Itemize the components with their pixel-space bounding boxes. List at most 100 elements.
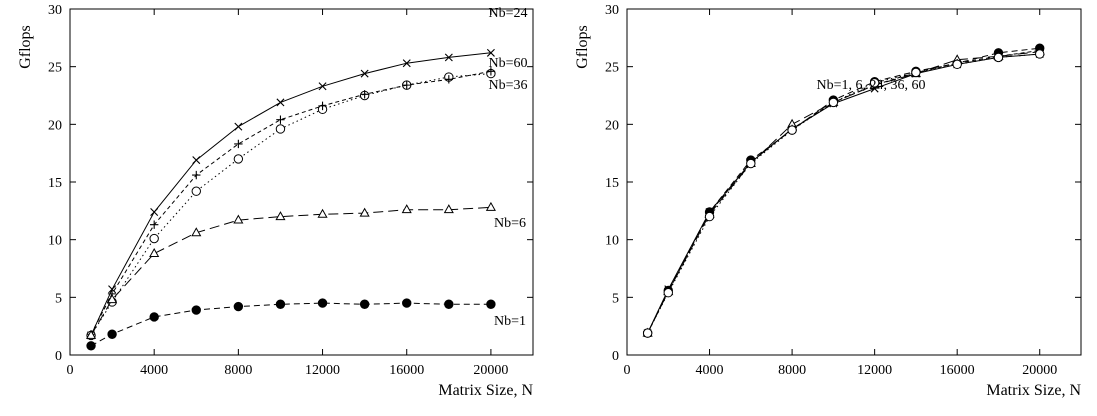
y-tick-label: 20	[48, 118, 62, 133]
data-point	[275, 299, 286, 309]
series-line	[647, 51, 1040, 334]
data-point	[233, 301, 244, 312]
plot-frame	[69, 8, 534, 356]
x-tick-label: 0	[624, 363, 631, 378]
series-label: Nb=1	[494, 314, 526, 329]
data-point	[642, 328, 653, 338]
data-point	[233, 214, 244, 224]
y-axis-label: Gflops	[17, 25, 34, 69]
data-point	[318, 101, 327, 111]
data-point	[485, 201, 496, 211]
series-nb-6	[85, 201, 496, 339]
series-line	[90, 302, 491, 347]
data-point	[276, 115, 285, 124]
y-tick-label: 30	[605, 3, 619, 18]
data-point	[149, 233, 159, 244]
data-point	[191, 227, 202, 237]
data-point	[276, 98, 285, 107]
data-point	[746, 158, 756, 169]
data-point	[191, 186, 201, 196]
y-tick-label: 20	[605, 118, 619, 133]
x-tick-label: 12000	[857, 363, 892, 378]
data-point	[486, 299, 496, 309]
series-label: Nb=6	[494, 216, 526, 231]
y-axis-label: Gflops	[574, 25, 591, 69]
data-point	[318, 82, 327, 91]
data-point	[149, 220, 159, 229]
y-tick-label: 10	[605, 234, 619, 249]
data-point	[191, 305, 201, 315]
data-point	[359, 299, 370, 309]
y-tick-label: 25	[605, 61, 619, 76]
series-line	[90, 73, 491, 336]
data-point	[444, 75, 454, 84]
series-line	[90, 206, 491, 336]
data-point	[486, 67, 496, 76]
y-tick-label: 0	[612, 349, 619, 364]
series-line	[90, 52, 491, 336]
data-point	[107, 329, 117, 339]
series-nb-1	[86, 298, 496, 351]
series-line	[90, 70, 491, 335]
series-nb-60	[86, 68, 496, 341]
data-point	[108, 285, 117, 294]
data-point	[233, 154, 244, 164]
y-tick-label: 25	[48, 61, 62, 76]
x-axis-label: Matrix Size, N	[438, 382, 533, 399]
data-point	[234, 139, 243, 149]
series-label: Nb=60	[488, 56, 527, 71]
data-point	[1035, 49, 1045, 59]
x-tick-label: 8000	[778, 363, 806, 378]
data-point	[787, 125, 797, 135]
data-point	[869, 78, 880, 88]
series-label: Nb=24	[488, 6, 527, 21]
data-point	[360, 69, 369, 78]
y-tick-label: 15	[605, 176, 619, 191]
data-point	[275, 124, 286, 134]
x-tick-label: 8000	[224, 363, 252, 378]
data-point	[150, 207, 159, 216]
x-tick-label: 4000	[140, 363, 168, 378]
data-point	[317, 298, 328, 308]
data-point	[86, 341, 96, 351]
series-label: Nb=36	[488, 78, 527, 93]
data-point	[85, 329, 97, 339]
data-point	[993, 52, 1004, 63]
chart-panel-right: 0 4000 8000 12000 16000 20000 0 5 10 15 20 25 30 Matr…	[574, 3, 1082, 399]
series-nb-24	[643, 49, 1044, 338]
data-point	[359, 207, 370, 217]
x-tick-label: 12000	[305, 363, 340, 378]
x-tick-label: 16000	[389, 363, 424, 378]
x-tick-label: 16000	[940, 363, 975, 378]
data-point	[486, 48, 495, 57]
y-tick-label: 10	[48, 234, 62, 249]
data-point	[402, 80, 411, 90]
data-point	[317, 208, 328, 218]
data-point	[149, 247, 160, 258]
data-point	[275, 211, 286, 221]
y-tick-label: 30	[48, 3, 62, 18]
data-point	[192, 170, 201, 180]
x-tick-label: 0	[67, 363, 74, 378]
data-point	[704, 211, 715, 222]
series-nb-60	[642, 49, 1045, 338]
chart-panel-left: 0 4000 8000 12000 16000 20000 0 5 10 15 20 25 30 Matr…	[17, 3, 534, 399]
data-point	[443, 204, 454, 214]
series-nb-24	[87, 48, 495, 340]
series-nb-36	[86, 67, 496, 339]
data-point	[234, 122, 243, 131]
y-tick-label: 5	[55, 291, 62, 306]
data-point	[952, 59, 962, 70]
data-point	[911, 67, 921, 78]
data-point	[192, 156, 201, 165]
data-point	[107, 294, 118, 304]
x-axis-label: Matrix Size, N	[986, 382, 1081, 399]
data-point	[360, 90, 369, 99]
data-point	[401, 204, 412, 214]
series-annotation: Nb=1, 6, 24, 36, 60	[816, 78, 925, 93]
data-point	[444, 299, 454, 309]
y-tick-label: 0	[55, 349, 62, 364]
data-point	[402, 59, 411, 68]
x-tick-label: 20000	[1022, 363, 1057, 378]
